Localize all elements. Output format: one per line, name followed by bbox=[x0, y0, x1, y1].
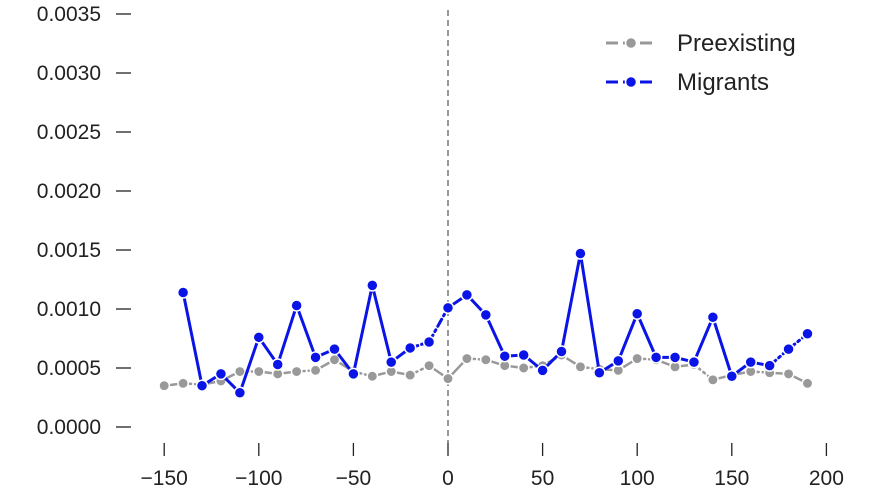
data-point bbox=[252, 331, 266, 344]
data-point bbox=[290, 299, 303, 312]
legend: Preexisting Migrants bbox=[606, 30, 796, 96]
series-segment bbox=[295, 303, 318, 359]
data-point bbox=[725, 370, 739, 383]
data-point bbox=[574, 247, 587, 260]
data-point bbox=[404, 369, 417, 382]
y-tick-label: 0.0020 bbox=[37, 180, 101, 203]
data-point bbox=[555, 345, 568, 358]
data-point bbox=[763, 359, 776, 372]
data-point bbox=[744, 355, 757, 369]
data-point bbox=[517, 362, 530, 374]
legend-label-preexisting: Preexisting bbox=[677, 30, 796, 57]
y-tick-label: 0.0025 bbox=[37, 121, 101, 144]
data-point bbox=[460, 288, 474, 302]
data-point bbox=[384, 355, 398, 369]
series-segment bbox=[484, 313, 507, 358]
y-tick-label: 0.0005 bbox=[37, 357, 101, 380]
data-point bbox=[460, 352, 473, 365]
data-point bbox=[706, 373, 719, 386]
legend-marker-migrants bbox=[624, 75, 638, 89]
data-point bbox=[366, 370, 379, 383]
series-segment bbox=[560, 252, 582, 353]
x-tick-label: 200 bbox=[809, 467, 844, 490]
data-point bbox=[517, 348, 530, 362]
data-point bbox=[612, 354, 625, 368]
data-point bbox=[403, 341, 417, 355]
data-point bbox=[498, 349, 512, 363]
data-point bbox=[668, 351, 682, 364]
data-point bbox=[782, 342, 795, 356]
data-point bbox=[309, 364, 322, 377]
x-tick-label: 50 bbox=[531, 467, 554, 490]
legend-marker-preexisting bbox=[624, 36, 638, 50]
data-point bbox=[290, 365, 303, 378]
data-point bbox=[801, 327, 814, 341]
y-tick-label: 0.0030 bbox=[37, 62, 101, 85]
data-point bbox=[423, 359, 436, 372]
series-segment bbox=[276, 303, 299, 366]
data-point bbox=[593, 366, 606, 379]
data-point bbox=[574, 360, 587, 373]
series-preexisting bbox=[158, 349, 814, 392]
data-point bbox=[782, 367, 795, 380]
data-point bbox=[233, 386, 247, 400]
data-point bbox=[536, 364, 549, 377]
data-point bbox=[177, 377, 190, 390]
series-segment bbox=[238, 335, 261, 395]
data-point bbox=[176, 286, 190, 299]
data-point bbox=[442, 372, 454, 385]
data-point bbox=[309, 351, 322, 364]
y-tick-label: 0.0015 bbox=[37, 239, 101, 262]
data-point bbox=[233, 365, 246, 378]
series-segment bbox=[351, 283, 374, 376]
series-segment bbox=[711, 315, 734, 378]
series-layer bbox=[158, 247, 814, 400]
series-migrants bbox=[176, 247, 814, 400]
x-tick-label: 150 bbox=[714, 467, 749, 490]
data-point bbox=[631, 352, 644, 365]
x-tick-label: −150 bbox=[141, 467, 188, 490]
x-tick-label: 0 bbox=[442, 467, 454, 490]
series-segment bbox=[578, 252, 601, 375]
series-segment bbox=[370, 283, 393, 364]
data-point bbox=[195, 379, 209, 392]
x-tick-label: −100 bbox=[235, 467, 282, 490]
series-segment bbox=[616, 312, 639, 363]
series-segment bbox=[692, 315, 715, 364]
data-point bbox=[252, 365, 265, 378]
data-point bbox=[271, 358, 284, 371]
y-tick-label: 0.0035 bbox=[37, 3, 101, 26]
axes: 0.0000 0.0005 0.0010 0.0015 0.0020 0.0025 0.00… bbox=[37, 3, 844, 490]
data-point bbox=[479, 353, 492, 366]
data-point bbox=[630, 307, 644, 320]
data-point bbox=[214, 367, 228, 381]
data-point bbox=[479, 308, 493, 322]
x-tick-label: −50 bbox=[336, 467, 372, 490]
x-tick-label: 100 bbox=[620, 467, 655, 490]
series-segment bbox=[181, 290, 204, 388]
data-point bbox=[366, 279, 379, 292]
data-point bbox=[801, 377, 814, 390]
legend-label-migrants: Migrants bbox=[677, 69, 769, 96]
data-point bbox=[687, 355, 701, 369]
data-point bbox=[328, 342, 341, 356]
data-point bbox=[347, 367, 360, 381]
data-point bbox=[158, 379, 171, 392]
y-tick-label: 0.0010 bbox=[37, 298, 101, 321]
data-point bbox=[649, 351, 663, 364]
data-point bbox=[441, 301, 455, 315]
series-segment bbox=[427, 306, 450, 344]
series-segment bbox=[635, 312, 658, 359]
data-point bbox=[422, 335, 436, 349]
y-tick-label: 0.0000 bbox=[37, 416, 101, 439]
data-point bbox=[706, 311, 720, 324]
